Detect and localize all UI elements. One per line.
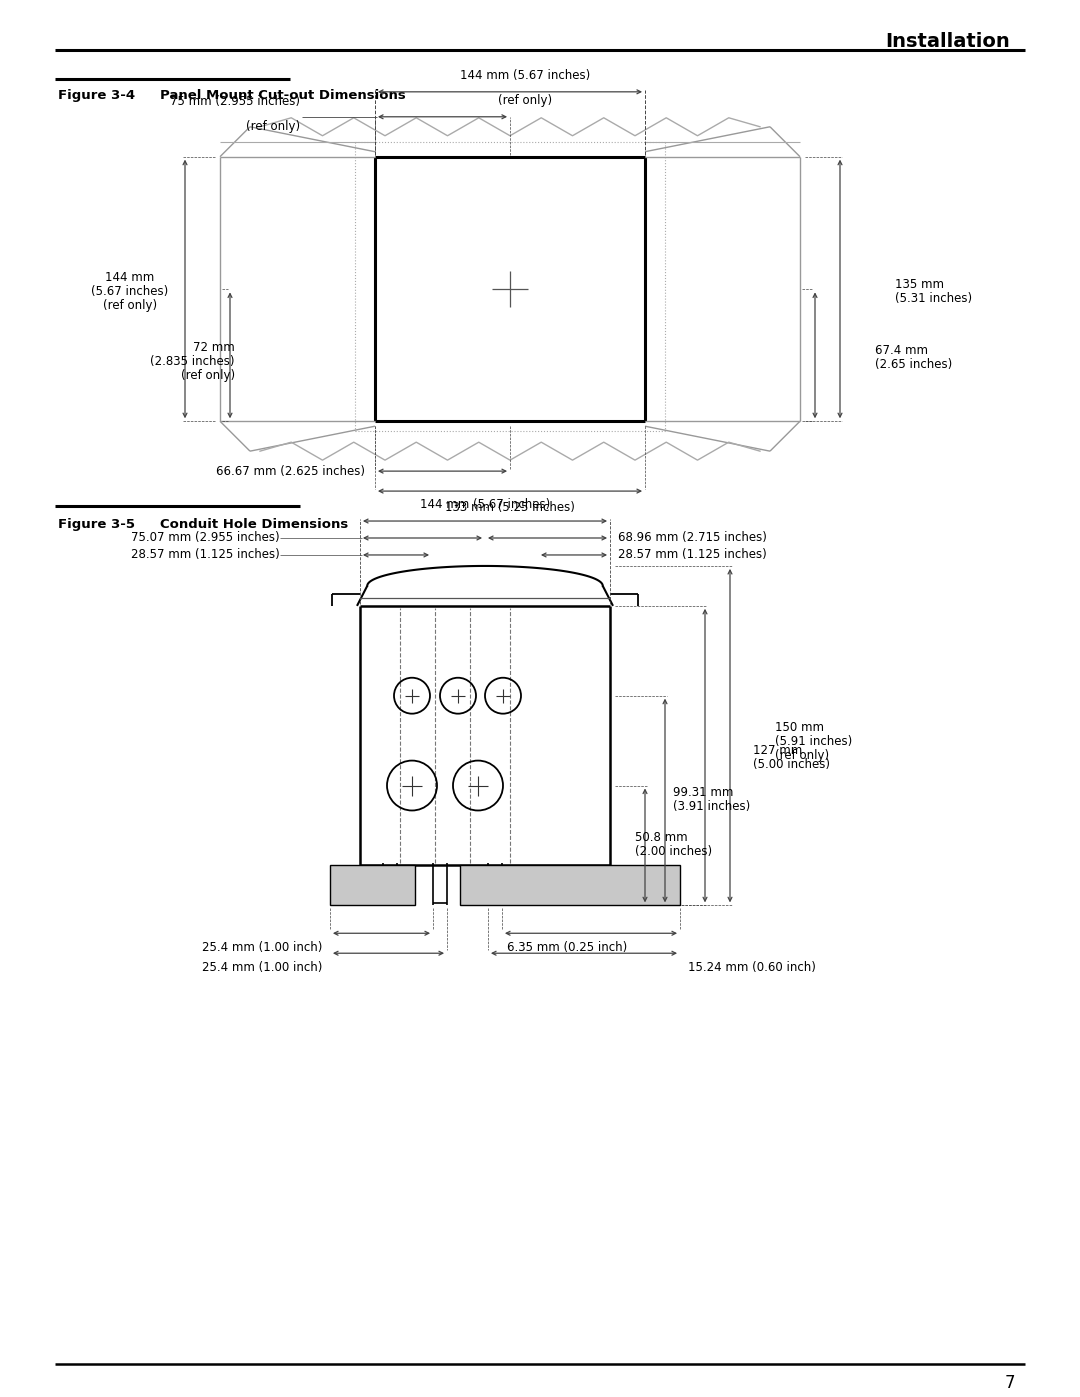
Text: (ref only): (ref only) <box>180 369 235 381</box>
Text: 144 mm: 144 mm <box>106 271 154 284</box>
Text: (ref only): (ref only) <box>246 120 300 133</box>
Text: Figure 3-5: Figure 3-5 <box>58 518 135 531</box>
Text: (ref only): (ref only) <box>775 749 829 763</box>
Text: (5.67 inches): (5.67 inches) <box>92 285 168 298</box>
Text: 127 mm: 127 mm <box>753 745 802 757</box>
Bar <box>330 865 415 905</box>
Text: 6.35 mm (0.25 inch): 6.35 mm (0.25 inch) <box>507 942 627 954</box>
Text: (2.00 inches): (2.00 inches) <box>635 845 712 858</box>
Text: 144 mm (5.67 inches): 144 mm (5.67 inches) <box>420 499 550 511</box>
Text: 72 mm: 72 mm <box>193 341 235 353</box>
Text: Panel Mount Cut-out Dimensions: Panel Mount Cut-out Dimensions <box>160 89 406 102</box>
Text: 25.4 mm (1.00 inch): 25.4 mm (1.00 inch) <box>202 942 322 954</box>
Bar <box>460 865 680 905</box>
Text: 25.4 mm (1.00 inch): 25.4 mm (1.00 inch) <box>202 961 322 974</box>
Text: 28.57 mm (1.125 inches): 28.57 mm (1.125 inches) <box>132 549 280 562</box>
Text: (5.00 inches): (5.00 inches) <box>753 759 831 771</box>
Text: 144 mm (5.67 inches): 144 mm (5.67 inches) <box>460 68 590 82</box>
Text: 15.24 mm (0.60 inch): 15.24 mm (0.60 inch) <box>688 961 815 974</box>
Text: 68.96 mm (2.715 inches): 68.96 mm (2.715 inches) <box>618 531 767 545</box>
Text: Installation: Installation <box>886 32 1010 50</box>
Text: 99.31 mm: 99.31 mm <box>673 787 733 799</box>
Text: Conduit Hole Dimensions: Conduit Hole Dimensions <box>160 518 348 531</box>
Text: (2.65 inches): (2.65 inches) <box>875 358 953 370</box>
Text: (5.91 inches): (5.91 inches) <box>775 735 852 749</box>
Text: 75.07 mm (2.955 inches): 75.07 mm (2.955 inches) <box>132 531 280 545</box>
Text: 66.67 mm (2.625 inches): 66.67 mm (2.625 inches) <box>216 465 365 478</box>
Text: 50.8 mm: 50.8 mm <box>635 831 688 844</box>
Text: (2.835 inches): (2.835 inches) <box>150 355 235 367</box>
Text: (5.31 inches): (5.31 inches) <box>895 292 972 305</box>
Text: (ref only): (ref only) <box>498 94 552 106</box>
Text: 150 mm: 150 mm <box>775 721 824 735</box>
Text: 7: 7 <box>1004 1375 1015 1393</box>
Text: 133 mm (5.25 inches): 133 mm (5.25 inches) <box>445 502 575 514</box>
Text: 67.4 mm: 67.4 mm <box>875 344 928 356</box>
Text: (3.91 inches): (3.91 inches) <box>673 800 751 813</box>
Text: 28.57 mm (1.125 inches): 28.57 mm (1.125 inches) <box>618 549 767 562</box>
Text: (ref only): (ref only) <box>103 299 157 312</box>
Text: 75 mm (2.955 inches): 75 mm (2.955 inches) <box>170 95 300 108</box>
Text: 135 mm: 135 mm <box>895 278 944 291</box>
Text: Figure 3-4: Figure 3-4 <box>58 89 135 102</box>
